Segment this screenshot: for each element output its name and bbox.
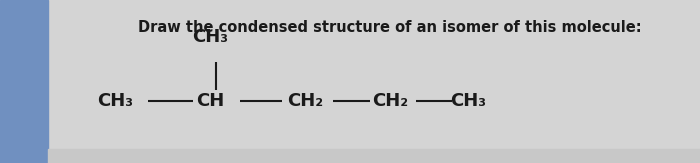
Bar (48, 149, 700, 163)
Text: CH₃: CH₃ (192, 28, 228, 46)
Bar (0, 0, 48, 163)
Text: CH₂: CH₂ (372, 92, 408, 110)
Text: CH₃: CH₃ (450, 92, 486, 110)
Text: CH₃: CH₃ (97, 92, 133, 110)
Text: CH: CH (196, 92, 224, 110)
Text: Draw the condensed structure of an isomer of this molecule:: Draw the condensed structure of an isome… (138, 20, 642, 35)
Text: CH₂: CH₂ (287, 92, 323, 110)
